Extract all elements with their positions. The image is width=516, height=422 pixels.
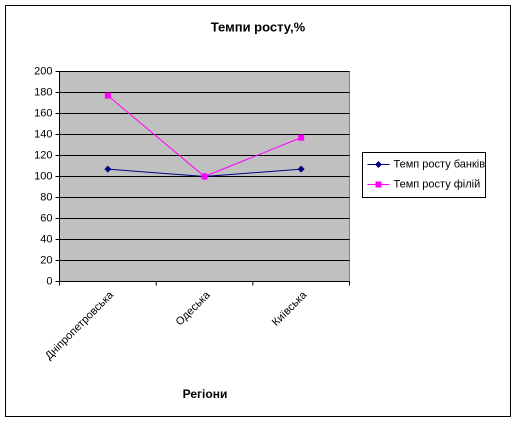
legend-box xyxy=(362,152,486,198)
marker xyxy=(201,173,208,180)
y-tick-label: 0 xyxy=(46,275,52,287)
x-axis-label: Регіони xyxy=(183,387,228,401)
y-tick-label: 100 xyxy=(34,170,52,182)
marker xyxy=(104,165,112,173)
y-tick-label: 20 xyxy=(40,254,52,266)
marker xyxy=(375,181,382,188)
legend-label: Темп росту банків xyxy=(394,158,486,170)
y-tick-label: 120 xyxy=(34,149,52,161)
y-tick-label: 160 xyxy=(34,107,52,119)
y-tick-label: 40 xyxy=(40,233,52,245)
y-tick-label: 80 xyxy=(40,191,52,203)
y-tick-label: 180 xyxy=(34,86,52,98)
marker xyxy=(104,92,111,99)
marker xyxy=(297,165,305,173)
y-tick-label: 200 xyxy=(34,65,52,77)
chart-title: Темпи росту,% xyxy=(211,19,306,34)
y-tick-label: 60 xyxy=(40,212,52,224)
y-tick-label: 140 xyxy=(34,128,52,140)
legend-label: Темп росту філій xyxy=(394,178,481,190)
marker xyxy=(375,161,382,168)
marker xyxy=(298,134,305,141)
